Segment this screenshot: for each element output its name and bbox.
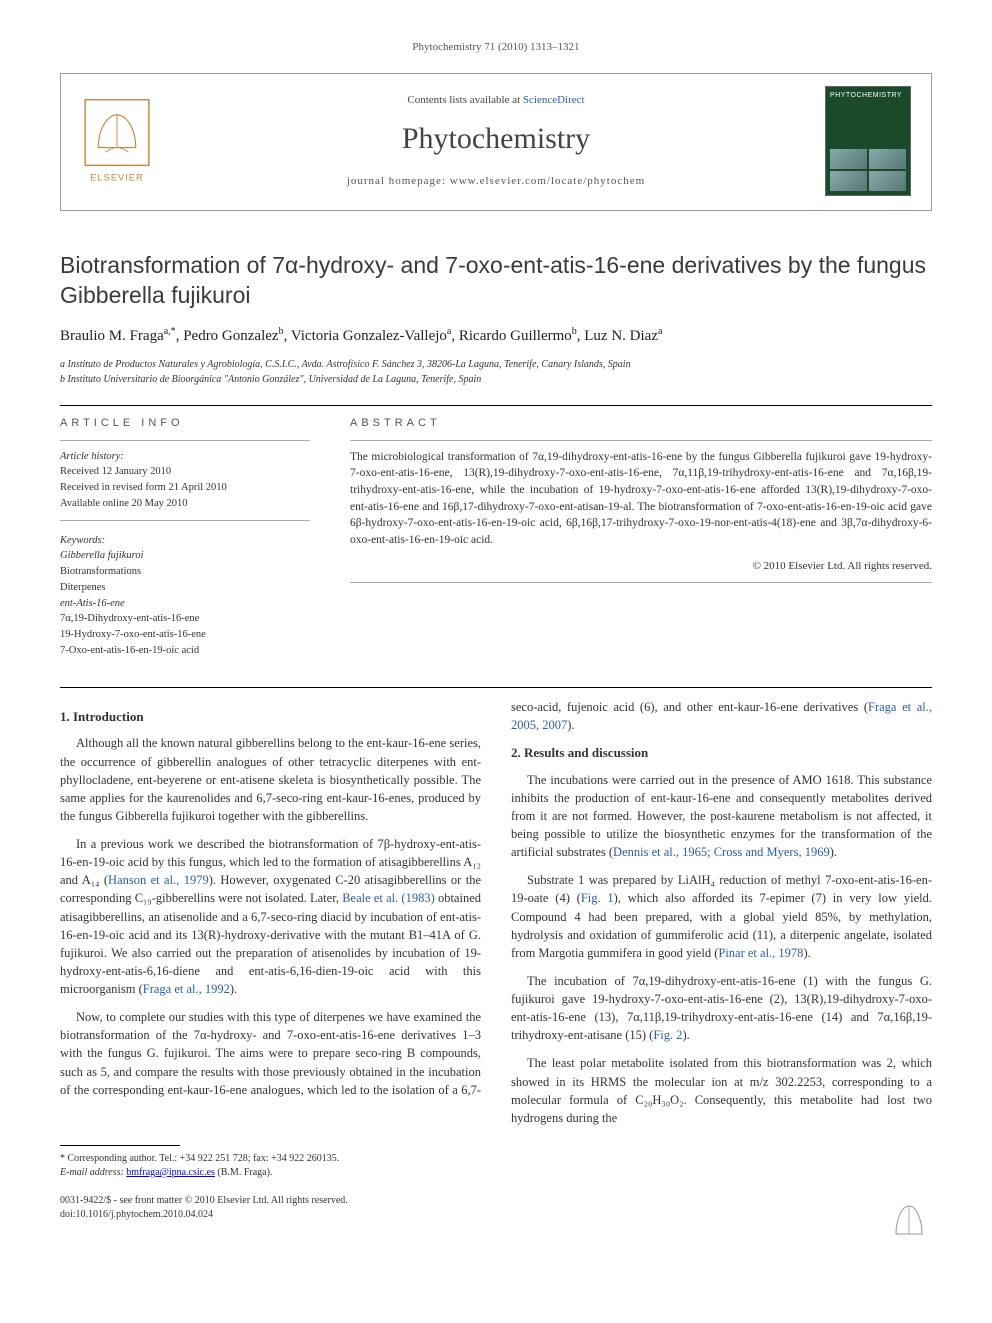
abstract-block: ABSTRACT The microbiological transformat… (350, 416, 932, 658)
revised-date: Received in revised form 21 April 2010 (60, 480, 310, 496)
abstract-heading: ABSTRACT (350, 416, 932, 431)
paragraph: The incubations were carried out in the … (511, 771, 932, 862)
citation-link[interactable]: Pinar et al., 1978 (718, 946, 803, 960)
keywords-label: Keywords: (60, 533, 310, 549)
page-footer: 0031-9422/$ - see front matter © 2010 El… (60, 1194, 932, 1249)
journal-name: Phytochemistry (179, 118, 813, 160)
front-matter: 0031-9422/$ - see front matter © 2010 El… (60, 1194, 348, 1208)
figure-link[interactable]: Fig. 2 (653, 1028, 682, 1042)
paragraph: Substrate 1 was prepared by LiAlH₄ reduc… (511, 871, 932, 962)
section-heading: 1. Introduction (60, 708, 481, 727)
keyword: Biotransformations (60, 564, 310, 580)
received-date: Received 12 January 2010 (60, 464, 310, 480)
section-heading: 2. Results and discussion (511, 744, 932, 763)
online-date: Available online 20 May 2010 (60, 496, 310, 512)
email-label: E-mail address: (60, 1167, 126, 1178)
footnotes: * Corresponding author. Tel.: +34 922 25… (60, 1152, 932, 1180)
keyword: Gibberella fujikuroi (60, 548, 310, 564)
citation-link[interactable]: Fraga et al., 1992 (143, 982, 230, 996)
history-label: Article history: (60, 449, 310, 465)
homepage-url[interactable]: www.elsevier.com/locate/phytochem (450, 175, 645, 187)
paragraph: The least polar metabolite isolated from… (511, 1054, 932, 1127)
figure-link[interactable]: Fig. 1 (581, 891, 614, 905)
sciencedirect-link[interactable]: ScienceDirect (523, 94, 585, 106)
svg-text:ELSEVIER: ELSEVIER (90, 173, 143, 183)
abstract-text: The microbiological transformation of 7α… (350, 449, 932, 549)
keyword: 7α,19-Dihydroxy-ent-atis-16-ene (60, 611, 310, 627)
divider (60, 405, 932, 406)
keyword: ent-Atis-16-ene (60, 596, 310, 612)
journal-header: ELSEVIER Contents lists available at Sci… (60, 73, 932, 211)
article-info-block: ARTICLE INFO Article history: Received 1… (60, 416, 310, 658)
citation-link[interactable]: Dennis et al., 1965; Cross and Myers, 19… (613, 845, 830, 859)
journal-cover-thumb: PHYTOCHEMISTRY (825, 86, 911, 196)
affiliations: a Instituto de Productos Naturales y Agr… (60, 357, 932, 387)
divider (60, 687, 932, 688)
paragraph: The incubation of 7α,19-dihydroxy-ent-at… (511, 972, 932, 1045)
running-head: Phytochemistry 71 (2010) 1313–1321 (60, 40, 932, 55)
citation-link[interactable]: Beale et al. (1983) (342, 891, 435, 905)
homepage-line: journal homepage: www.elsevier.com/locat… (179, 174, 813, 189)
doi: doi:10.1016/j.phytochem.2010.04.024 (60, 1208, 348, 1222)
citation-link[interactable]: Hanson et al., 1979 (108, 873, 209, 887)
keyword: 19-Hydroxy-7-oxo-ent-atis-16-ene (60, 627, 310, 643)
contents-line: Contents lists available at ScienceDirec… (179, 93, 813, 108)
keyword: Diterpenes (60, 580, 310, 596)
elsevier-logo: ELSEVIER (77, 96, 157, 186)
footnote-separator (60, 1145, 180, 1146)
elsevier-logo-icon (886, 1194, 932, 1249)
abstract-copyright: © 2010 Elsevier Ltd. All rights reserved… (350, 559, 932, 574)
body-columns: 1. Introduction Although all the known n… (60, 698, 932, 1127)
email-link[interactable]: bmfraga@ipna.csic.es (126, 1167, 215, 1178)
paragraph: Although all the known natural gibberell… (60, 734, 481, 825)
article-title: Biotransformation of 7α-hydroxy- and 7-o… (60, 251, 932, 311)
paragraph: In a previous work we described the biot… (60, 835, 481, 998)
keyword: 7-Oxo-ent-atis-16-en-19-oic acid (60, 643, 310, 659)
article-info-heading: ARTICLE INFO (60, 416, 310, 431)
corresponding-author: * Corresponding author. Tel.: +34 922 25… (60, 1152, 932, 1166)
author-list: Braulio M. Fragaa,*, Pedro Gonzalezb, Vi… (60, 325, 932, 347)
